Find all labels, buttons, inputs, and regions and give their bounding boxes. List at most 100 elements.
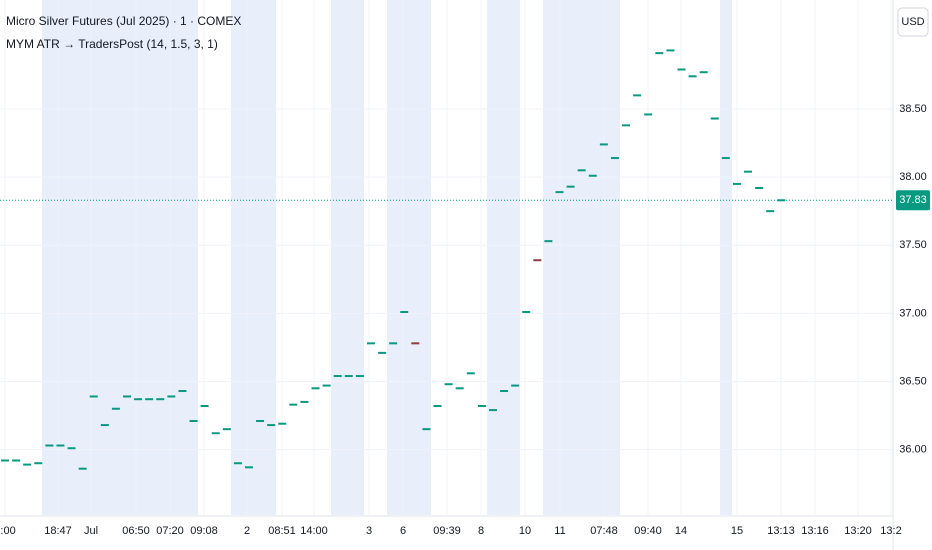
x-tick-label: 08:51 [268,525,296,537]
price-tick [322,384,331,387]
price-tick [766,210,775,213]
x-tick-label: 11 [554,525,565,537]
price-tick [178,390,187,393]
price-tick [610,157,619,160]
price-tick [366,342,375,345]
x-tick-label: 3 [366,525,372,537]
price-tick [378,351,387,354]
x-tick-label: 09:39 [433,525,461,537]
chart-title: Micro Silver Futures (Jul 2025) · 1 · CO… [6,14,241,28]
price-tick [411,342,420,345]
price-tick [721,157,730,160]
price-tick [688,75,697,78]
price-tick [355,375,364,378]
price-tick [344,375,353,378]
price-tick [488,409,497,412]
price-tick [256,419,265,422]
x-tick-label: 13:16 [801,525,829,537]
price-tick [577,169,586,172]
price-tick [732,182,741,185]
price-tick [289,403,298,406]
y-tick-label: 38.50 [899,103,927,115]
session-band [331,0,364,515]
x-tick-label: 09:40 [634,525,662,537]
x-tick-label: 14:00 [300,525,328,537]
marks [0,49,893,470]
price-tick [666,49,675,52]
price-tick [744,170,753,173]
price-tick [34,462,43,465]
currency-label[interactable]: USD [901,16,924,28]
price-tick [522,310,531,313]
price-tick [599,143,608,146]
axes: 36.00 36.50 37.00 37.50 38.00 38.50 2:00 18:47 J… [0,103,930,537]
price-tick [200,405,209,408]
price-tick [300,400,309,403]
currency-button-box[interactable] [897,7,929,37]
x-tick-label: 09:08 [190,525,218,537]
price-tick [466,372,475,375]
price-tick [89,395,98,398]
price-tick [156,398,165,401]
price-tick [511,384,520,387]
y-tick-label: 36.50 [899,375,927,387]
price-tick [134,398,143,401]
price-tick [633,94,642,97]
price-tick [433,405,442,408]
price-tick [422,428,431,431]
price-tick [444,383,453,386]
price-tick [588,174,597,177]
price-tick [566,185,575,188]
price-tick [477,405,486,408]
price-tick [12,459,21,462]
price-tick [145,398,154,401]
price-tick [710,117,719,120]
price-tick [189,419,198,422]
price-tick [389,342,398,345]
price-tick [222,428,231,431]
price-tick [211,432,220,435]
x-tick-label: 2 [244,525,250,537]
price-tick [333,375,342,378]
price-tick [311,387,320,390]
price-tick [56,444,65,447]
x-tick-label: 8 [478,525,484,537]
x-tick-label: 13:13 [767,525,795,537]
price-tick [244,466,253,469]
price-tick [267,424,276,427]
session-band [42,0,198,515]
last-price-label: 37.83 [899,194,927,206]
y-tick-label: 36.00 [899,444,927,456]
price-tick [1,459,9,462]
price-tick [533,259,542,262]
price-tick [677,68,686,71]
x-tick-label: 13:2 [880,525,901,537]
price-tick [111,407,120,410]
price-tick [544,240,553,243]
price-tick [67,447,76,450]
last-price-box [896,190,930,211]
price-tick [78,467,87,470]
x-tick-label: 15 [731,525,743,537]
y-tick-label: 37.00 [899,307,927,319]
price-tick [278,422,287,425]
x-tick-label: 10 [519,525,531,537]
session-shading [42,0,732,515]
y-tick-label: 37.50 [899,239,927,251]
price-tick [755,187,764,190]
session-band [387,0,431,515]
y-tick-label: 38.00 [899,171,927,183]
x-tick-label: Jul [84,525,98,537]
x-tick-label: 18:47 [44,525,72,537]
price-tick [23,463,32,466]
price-tick [500,390,509,393]
x-tick-label: 2:00 [0,525,16,537]
x-tick-label: 07:20 [156,525,184,537]
grid [0,0,893,515]
x-tick-label: 14 [675,525,687,537]
price-tick [122,395,131,398]
session-band [231,0,276,515]
currency-button[interactable]: USD [897,7,929,37]
session-band [543,0,620,515]
